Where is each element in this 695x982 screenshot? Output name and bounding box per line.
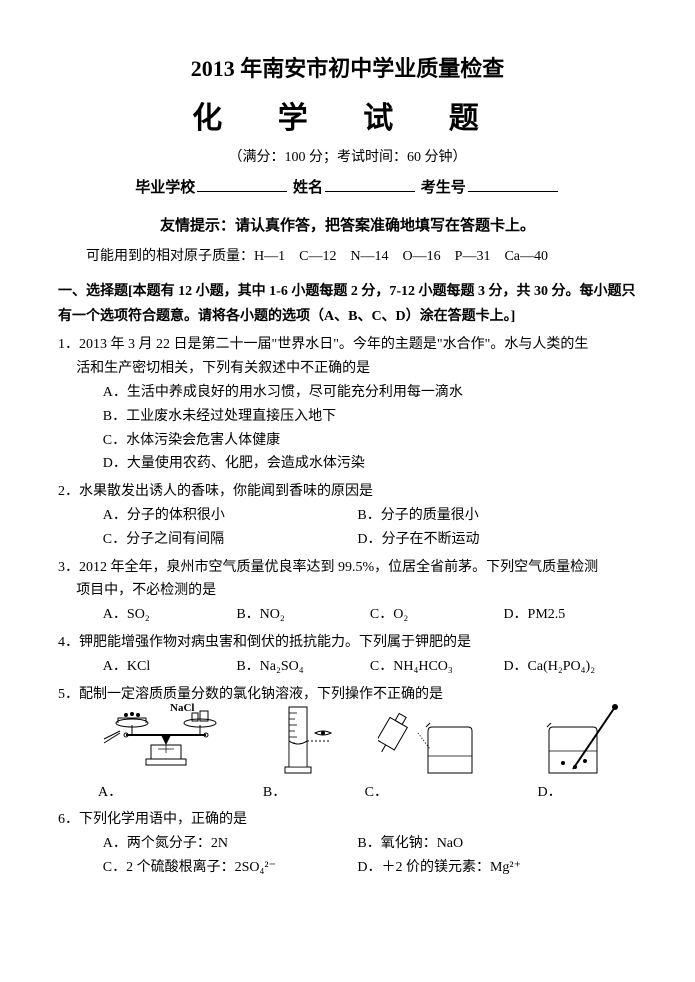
q5-label-b: B． — [245, 781, 355, 805]
graduated-cylinder-icon — [265, 701, 335, 779]
q6-opt-d: D．＋2 价的镁元素：Mg²⁺ — [357, 856, 608, 880]
q3-options: A．SO₂ B．NO₂ C．O₂ D．PM2.5 — [58, 603, 637, 627]
q5-fig-c: C． — [355, 701, 512, 805]
q2-opt-c: C．分子之间有间隔 — [103, 528, 354, 552]
q4-opt-c: C．NH₄HCO₃ — [370, 655, 504, 679]
q3-stem-line1: 3．2012 年全年，泉州市空气质量优良率达到 99.5%，位居全省前茅。下列空… — [58, 556, 637, 580]
page-title-line1: 2013 年南安市初中学业质量检查 — [58, 50, 637, 87]
student-info-line: 毕业学校 姓名 考生号 — [58, 176, 637, 202]
q3-opt-d: D．PM2.5 — [503, 603, 637, 627]
id-label: 考生号 — [421, 180, 466, 196]
q6-opt-a: A．两个氮分子：2N — [103, 832, 354, 856]
exam-page: 2013 年南安市初中学业质量检查 化 学 试 题 （满分：100 分；考试时间… — [0, 0, 695, 982]
q3-stem-line2: 项目中，不必检测的是 — [58, 579, 637, 603]
q4-opt-a: A．KCl — [103, 655, 237, 679]
q1-opt-a: A．生活中养成良好的用水习惯，尽可能充分利用每一滴水 — [58, 381, 637, 405]
q2-opt-b: B．分子的质量很小 — [357, 504, 608, 528]
score-time-line: （满分：100 分；考试时间：60 分钟） — [58, 146, 637, 170]
q2-stem: 2．水果散发出诱人的香味，你能闻到香味的原因是 — [58, 480, 637, 504]
q3-opt-c: C．O₂ — [370, 603, 504, 627]
q4-opt-b: B．Na₂SO₄ — [236, 655, 370, 679]
q2-opt-d: D．分子在不断运动 — [357, 528, 608, 552]
q1-stem-line2: 活和生产密切相关，下列有关叙述中不正确的是 — [58, 357, 637, 381]
school-label: 毕业学校 — [135, 180, 195, 196]
q4-stem: 4．钾肥能增强作物对病虫害和倒伏的抵抗能力。下列属于钾肥的是 — [58, 631, 637, 655]
q1-options: A．生活中养成良好的用水习惯，尽可能充分利用每一滴水 B．工业废水未经过处理直接… — [58, 381, 637, 476]
school-blank — [197, 177, 287, 192]
q5-fig-a: NaCl — [88, 701, 245, 805]
pouring-beaker-icon — [378, 701, 488, 779]
q3-opt-b: B．NO₂ — [236, 603, 370, 627]
q5-figure-row: NaCl — [88, 712, 637, 804]
q2-opt-a: A．分子的体积很小 — [103, 504, 354, 528]
q1-opt-d: D．大量使用农药、化肥，会造成水体污染 — [58, 452, 637, 476]
q6-opt-b: B．氧化钠：NaO — [357, 832, 608, 856]
balance-icon: NaCl — [96, 701, 236, 779]
nacl-text: NaCl — [170, 702, 194, 714]
atomic-mass-line: 可能用到的相对原子质量：H—1 C—12 N—14 O—16 P—31 Ca—4… — [58, 245, 637, 269]
friendly-hint: 友情提示：请认真作答，把答案准确地填写在答题卡上。 — [58, 214, 637, 240]
q1-opt-b: B．工业废水未经过处理直接压入地下 — [58, 405, 637, 429]
question-3: 3．2012 年全年，泉州市空气质量优良率达到 99.5%，位居全省前茅。下列空… — [58, 556, 637, 627]
q5-fig-d: D． — [512, 701, 637, 805]
q5-label-d: D． — [512, 781, 637, 805]
name-blank — [325, 177, 415, 192]
q3-opt-a: A．SO₂ — [103, 603, 237, 627]
q5-fig-b: B． — [245, 701, 355, 805]
page-title-line2: 化 学 试 题 — [58, 93, 637, 144]
question-6: 6．下列化学用语中，正确的是 A．两个氮分子：2N B．氧化钠：NaO C．2 … — [58, 808, 637, 879]
q1-opt-c: C．水体污染会危害人体健康 — [58, 429, 637, 453]
q2-options: A．分子的体积很小 B．分子的质量很小 C．分子之间有间隔 D．分子在不断运动 — [58, 504, 637, 552]
q1-stem-line1: 1．2013 年 3 月 22 日是第二十一届"世界水日"。今年的主题是"水合作… — [58, 333, 637, 357]
q5-label-c: C． — [355, 781, 512, 805]
id-blank — [468, 177, 558, 192]
q5-label-a: A． — [88, 781, 245, 805]
q4-opt-d: D．Ca(H₂PO₄)₂ — [503, 655, 637, 679]
name-label: 姓名 — [293, 180, 323, 196]
stirring-beaker-icon — [529, 701, 619, 779]
q6-options: A．两个氮分子：2N B．氧化钠：NaO C．2 个硫酸根离子：2SO₄²⁻ D… — [58, 832, 637, 880]
section-1-head: 一、选择题[本题有 12 小题，其中 1-6 小题每题 2 分，7-12 小题每… — [58, 279, 637, 329]
q6-stem: 6．下列化学用语中，正确的是 — [58, 808, 637, 832]
question-4: 4．钾肥能增强作物对病虫害和倒伏的抵抗能力。下列属于钾肥的是 A．KCl B．N… — [58, 631, 637, 679]
question-5: 5．配制一定溶质质量分数的氯化钠溶液，下列操作不正确的是 NaCl — [58, 683, 637, 805]
question-1: 1．2013 年 3 月 22 日是第二十一届"世界水日"。今年的主题是"水合作… — [58, 333, 637, 476]
q6-opt-c: C．2 个硫酸根离子：2SO₄²⁻ — [103, 856, 354, 880]
q4-options: A．KCl B．Na₂SO₄ C．NH₄HCO₃ D．Ca(H₂PO₄)₂ — [58, 655, 637, 679]
question-2: 2．水果散发出诱人的香味，你能闻到香味的原因是 A．分子的体积很小 B．分子的质… — [58, 480, 637, 551]
